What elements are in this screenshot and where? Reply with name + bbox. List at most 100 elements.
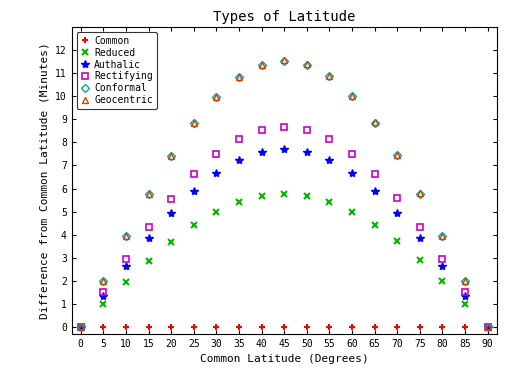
Rectifying bbox=[394, 196, 400, 201]
Common bbox=[372, 325, 378, 329]
Rectifying bbox=[168, 197, 174, 201]
Conformal bbox=[304, 62, 310, 67]
Geocentric bbox=[394, 153, 400, 157]
Line: Common: Common bbox=[77, 324, 491, 331]
Authalic bbox=[100, 294, 106, 299]
Rectifying bbox=[484, 325, 490, 329]
Legend: Common, Reduced, Authalic, Rectifying, Conformal, Geocentric: Common, Reduced, Authalic, Rectifying, C… bbox=[76, 32, 157, 109]
Conformal bbox=[349, 94, 355, 98]
Authalic bbox=[349, 171, 355, 175]
Common bbox=[236, 325, 242, 329]
Rectifying bbox=[236, 137, 242, 142]
Authalic bbox=[372, 189, 378, 193]
Conformal bbox=[372, 120, 378, 125]
Geocentric bbox=[439, 233, 445, 238]
Geocentric bbox=[326, 74, 332, 79]
Line: Rectifying: Rectifying bbox=[77, 124, 491, 331]
Rectifying bbox=[281, 125, 287, 129]
Conformal bbox=[462, 278, 468, 283]
Y-axis label: Difference from Common Latitude (Minutes): Difference from Common Latitude (Minutes… bbox=[39, 42, 50, 319]
Geocentric bbox=[190, 121, 197, 126]
Conformal bbox=[123, 234, 129, 238]
Common bbox=[78, 325, 84, 329]
X-axis label: Common Latitude (Degrees): Common Latitude (Degrees) bbox=[200, 354, 369, 364]
Line: Conformal: Conformal bbox=[78, 58, 490, 330]
Reduced bbox=[214, 209, 220, 214]
Reduced bbox=[372, 223, 378, 227]
Geocentric bbox=[281, 58, 287, 63]
Rectifying bbox=[462, 290, 468, 295]
Rectifying bbox=[259, 128, 265, 132]
Authalic bbox=[304, 150, 310, 154]
Line: Authalic: Authalic bbox=[77, 145, 492, 331]
Title: Types of Latitude: Types of Latitude bbox=[213, 10, 355, 24]
Rectifying bbox=[123, 257, 129, 261]
Rectifying bbox=[100, 290, 106, 295]
Common bbox=[145, 325, 152, 329]
Authalic bbox=[462, 294, 468, 298]
Authalic bbox=[145, 236, 152, 241]
Reduced bbox=[439, 279, 445, 284]
Reduced bbox=[259, 194, 265, 198]
Rectifying bbox=[304, 128, 310, 132]
Reduced bbox=[100, 302, 106, 306]
Rectifying bbox=[214, 152, 220, 156]
Common bbox=[214, 325, 220, 329]
Geocentric bbox=[304, 62, 310, 67]
Reduced bbox=[394, 239, 400, 243]
Authalic bbox=[259, 150, 265, 154]
Common bbox=[123, 325, 129, 329]
Rectifying bbox=[417, 225, 423, 229]
Authalic bbox=[326, 158, 332, 162]
Rectifying bbox=[78, 325, 84, 329]
Rectifying bbox=[326, 137, 332, 141]
Authalic bbox=[281, 147, 287, 152]
Reduced bbox=[484, 325, 490, 329]
Common bbox=[349, 325, 355, 329]
Geocentric bbox=[100, 279, 106, 283]
Reduced bbox=[123, 279, 129, 284]
Reduced bbox=[417, 258, 423, 263]
Geocentric bbox=[462, 278, 468, 283]
Conformal bbox=[484, 325, 490, 329]
Reduced bbox=[281, 192, 287, 196]
Common bbox=[484, 325, 490, 329]
Authalic bbox=[439, 264, 445, 268]
Conformal bbox=[145, 192, 152, 197]
Common bbox=[439, 325, 445, 329]
Rectifying bbox=[145, 225, 152, 230]
Geocentric bbox=[78, 325, 84, 329]
Reduced bbox=[326, 199, 332, 204]
Reduced bbox=[145, 258, 152, 263]
Conformal bbox=[326, 74, 332, 79]
Rectifying bbox=[349, 151, 355, 156]
Conformal bbox=[417, 191, 423, 196]
Geocentric bbox=[145, 192, 152, 197]
Authalic bbox=[236, 158, 242, 162]
Common bbox=[462, 325, 468, 329]
Geocentric bbox=[372, 120, 378, 125]
Authalic bbox=[78, 325, 84, 329]
Conformal bbox=[78, 325, 84, 329]
Reduced bbox=[78, 325, 84, 329]
Conformal bbox=[439, 233, 445, 238]
Conformal bbox=[190, 121, 197, 126]
Geocentric bbox=[214, 94, 220, 99]
Geocentric bbox=[168, 154, 174, 159]
Common bbox=[281, 325, 287, 329]
Common bbox=[100, 325, 106, 329]
Authalic bbox=[417, 236, 423, 240]
Authalic bbox=[394, 210, 400, 215]
Rectifying bbox=[372, 171, 378, 176]
Authalic bbox=[168, 211, 174, 215]
Conformal bbox=[100, 279, 106, 283]
Authalic bbox=[214, 171, 220, 175]
Common bbox=[259, 325, 265, 329]
Common bbox=[417, 325, 423, 329]
Common bbox=[304, 325, 310, 329]
Rectifying bbox=[190, 172, 197, 177]
Conformal bbox=[281, 58, 287, 63]
Authalic bbox=[123, 264, 129, 269]
Geocentric bbox=[236, 74, 242, 79]
Reduced bbox=[168, 239, 174, 244]
